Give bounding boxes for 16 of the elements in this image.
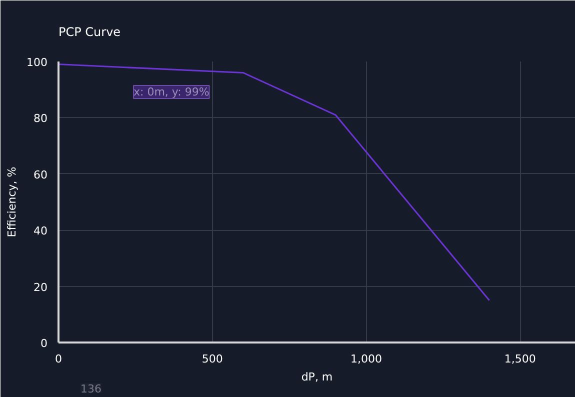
x-tick-label: 500 — [202, 352, 223, 366]
x-axis-title: dP, m — [301, 370, 333, 384]
annotation: x: 0m, y: 99% — [134, 86, 210, 98]
y-tick-label: 20 — [34, 280, 48, 294]
y-tick-label: 60 — [34, 168, 48, 182]
x-tick-label: 0 — [55, 352, 62, 366]
text: 136 — [80, 382, 102, 396]
x-tick-label: 1,000 — [350, 352, 382, 366]
x-tick-label: 1,500 — [504, 352, 536, 366]
chart-title: PCP Curve — [58, 25, 121, 39]
line-series — [58, 64, 490, 302]
y-tick-label: 0 — [40, 337, 48, 350]
y-axis-title: Efficiency, % — [6, 166, 19, 238]
y-tick-label: 80 — [34, 112, 48, 126]
y-tick-label: 100 — [26, 56, 48, 69]
y-tick-label: 40 — [34, 224, 48, 238]
